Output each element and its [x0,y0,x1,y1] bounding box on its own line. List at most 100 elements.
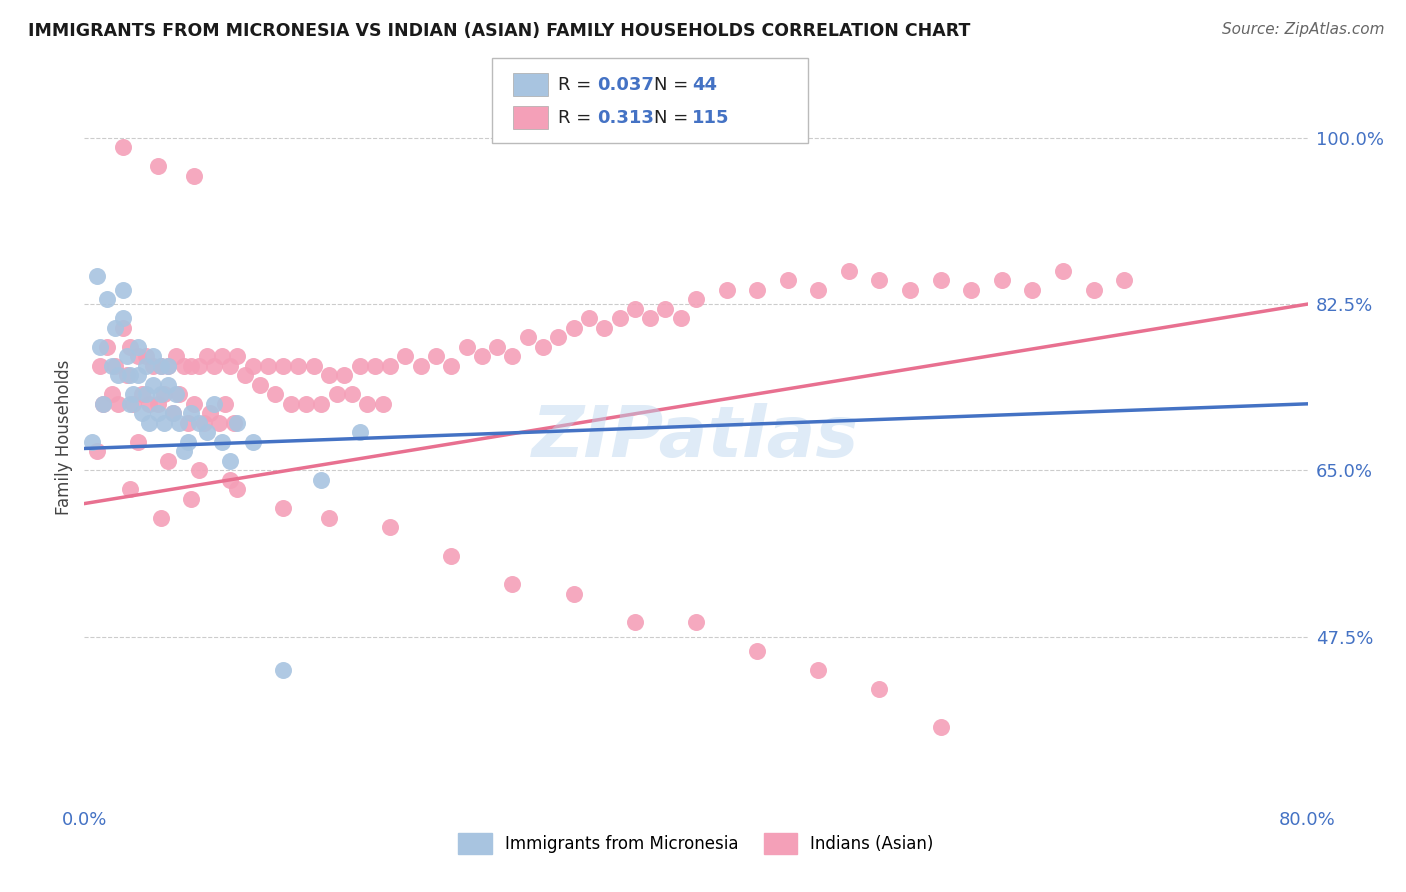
Point [120,368,142,383]
Point [115,368,138,383]
Point [86,444,108,458]
Point [138,416,160,430]
Point [318,368,340,383]
Text: ZIPatlas: ZIPatlas [533,402,859,472]
Point [167,416,190,430]
Text: 115: 115 [692,109,730,127]
Point [242,434,264,449]
Point [214,397,236,411]
Text: 44: 44 [692,76,717,94]
Point [149,511,172,525]
Point [180,406,202,420]
Text: R =: R = [558,109,598,127]
Point [531,340,554,354]
Point [120,397,142,411]
Point [183,397,205,411]
Point [135,387,157,401]
Point [869,681,891,696]
Point [456,340,478,354]
Point [157,454,180,468]
Point [929,273,952,287]
Point [311,473,333,487]
Point [111,283,134,297]
Point [233,368,256,383]
Point [371,397,394,411]
Point [578,311,600,326]
Point [669,311,692,326]
Point [104,321,127,335]
Point [96,340,118,354]
Point [471,349,494,363]
Point [188,463,211,477]
Point [211,349,233,363]
Point [122,397,145,411]
Point [502,349,524,363]
Point [380,359,402,373]
Point [142,377,165,392]
Point [135,349,157,363]
Point [165,387,187,401]
Point [162,406,184,420]
Point [218,473,240,487]
Point [183,169,205,183]
Point [609,311,631,326]
Text: 0.313: 0.313 [598,109,654,127]
Point [295,397,318,411]
Point [271,501,294,516]
Point [162,406,184,420]
Point [685,615,707,630]
Point [173,359,195,373]
Text: IMMIGRANTS FROM MICRONESIA VS INDIAN (ASIAN) FAMILY HOUSEHOLDS CORRELATION CHART: IMMIGRANTS FROM MICRONESIA VS INDIAN (AS… [28,22,970,40]
Point [807,283,830,297]
Point [177,434,200,449]
Point [111,140,134,154]
Point [898,283,921,297]
Point [157,359,180,373]
Point [257,359,280,373]
Point [747,644,769,658]
Point [202,397,225,411]
Point [153,387,176,401]
Text: N =: N = [654,109,693,127]
Point [242,359,264,373]
Point [111,311,134,326]
Point [135,359,157,373]
Point [249,377,271,392]
Point [502,577,524,591]
Point [364,359,387,373]
Point [157,359,180,373]
Point [195,425,218,440]
Point [356,397,378,411]
Point [486,340,509,354]
Point [131,387,153,401]
Point [120,483,142,497]
Point [280,397,302,411]
Point [91,397,114,411]
Point [149,359,172,373]
Point [349,425,371,440]
Point [195,349,218,363]
Point [80,434,103,449]
Point [991,273,1014,287]
Point [89,340,111,354]
Y-axis label: Family Households: Family Households [55,359,73,515]
Text: N =: N = [654,76,693,94]
Point [149,359,172,373]
Point [157,377,180,392]
Point [516,330,538,344]
Point [226,483,249,497]
Point [122,387,145,401]
Point [218,359,240,373]
Point [287,359,309,373]
Point [149,387,172,401]
Point [208,416,231,430]
Point [869,273,891,287]
Point [146,397,169,411]
Point [177,416,200,430]
Text: 0.037: 0.037 [598,76,654,94]
Point [127,368,149,383]
Point [211,434,233,449]
Point [127,349,149,363]
Point [89,359,111,373]
Point [180,359,202,373]
